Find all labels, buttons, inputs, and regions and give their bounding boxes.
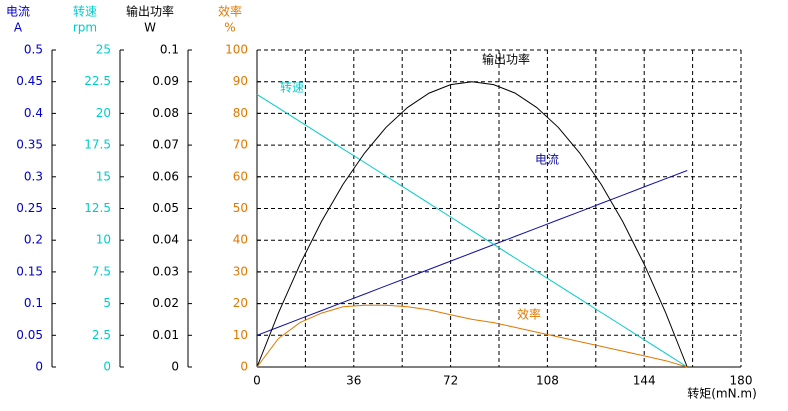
y-tick-label: 0 xyxy=(240,360,248,374)
y-tick-label: 0.06 xyxy=(152,169,179,183)
y-tick-label: 0.3 xyxy=(24,169,43,183)
y-tick-label: 50 xyxy=(233,201,248,215)
y-tick-label: 0 xyxy=(171,360,179,374)
x-tick-label: 36 xyxy=(346,374,361,388)
y-tick-label: 10 xyxy=(233,328,248,342)
axis-unit: % xyxy=(224,21,235,35)
x-tick-label: 108 xyxy=(536,374,559,388)
series-line xyxy=(256,81,688,368)
y-tick-label: 0 xyxy=(103,360,111,374)
y-tick-label: 12.5 xyxy=(84,201,111,215)
y-tick-label: 0.04 xyxy=(152,233,179,247)
y-tick-label: 17.5 xyxy=(84,138,111,152)
y-tick-label: 80 xyxy=(233,106,248,120)
axis-title: 转速 xyxy=(73,4,97,19)
y-tick-label: 0.05 xyxy=(152,201,179,215)
x-tick-label: 72 xyxy=(443,374,458,388)
series-line xyxy=(256,93,688,368)
y-tick-label: 5 xyxy=(103,296,111,310)
axis-title: 输出功率 xyxy=(126,4,174,19)
axis-unit: A xyxy=(14,21,23,35)
axis-title: 效率 xyxy=(218,4,242,19)
y-tick-label: 22.5 xyxy=(84,74,111,88)
y-tick-label: 25 xyxy=(96,43,111,57)
y-tick-label: 0.01 xyxy=(152,328,179,342)
x-tick-label: 144 xyxy=(633,374,656,388)
y-tick-label: 0.05 xyxy=(16,328,43,342)
y-tick-label: 0.1 xyxy=(160,43,179,57)
y-tick-label: 7.5 xyxy=(92,264,111,278)
y-tick-label: 40 xyxy=(233,233,248,247)
y-tick-label: 0.03 xyxy=(152,264,179,278)
y-tick-label: 0.4 xyxy=(24,106,43,120)
series-line xyxy=(256,170,688,336)
axis-unit: W xyxy=(144,21,156,35)
y-tick-label: 0.5 xyxy=(24,43,43,57)
y-tick-label: 0 xyxy=(35,360,43,374)
y-tick-label: 0.08 xyxy=(152,106,179,120)
y-tick-label: 0.35 xyxy=(16,138,43,152)
series-label: 效率 xyxy=(517,307,541,322)
y-tick-label: 0.07 xyxy=(152,138,179,152)
y-tick-label: 0.1 xyxy=(24,296,43,310)
series-label: 电流 xyxy=(535,153,559,167)
y-tick-label: 0.2 xyxy=(24,233,43,247)
y-tick-label: 10 xyxy=(96,233,111,247)
y-tick-label: 30 xyxy=(233,264,248,278)
axis-unit: rpm xyxy=(73,21,97,35)
y-tick-label: 90 xyxy=(233,74,248,88)
series-label: 输出功率 xyxy=(482,52,530,67)
series-label: 转速 xyxy=(280,80,304,95)
y-tick-label: 2.5 xyxy=(92,328,111,342)
y-tick-label: 0.09 xyxy=(152,74,179,88)
x-tick-label: 0 xyxy=(253,374,261,388)
y-tick-label: 0.45 xyxy=(16,74,43,88)
y-tick-label: 70 xyxy=(233,138,248,152)
y-tick-label: 0.25 xyxy=(16,201,43,215)
y-tick-label: 0.02 xyxy=(152,296,179,310)
axis-title: 电流 xyxy=(6,5,30,19)
x-axis-label: 转矩(mN.m) xyxy=(687,386,757,401)
y-tick-label: 100 xyxy=(225,43,248,57)
y-tick-label: 15 xyxy=(96,169,111,183)
x-tick-label: 180 xyxy=(730,374,753,388)
y-tick-label: 20 xyxy=(96,106,111,120)
y-tick-label: 0.15 xyxy=(16,264,43,278)
y-tick-label: 20 xyxy=(233,296,248,310)
y-tick-label: 60 xyxy=(233,169,248,183)
series-line xyxy=(256,304,688,368)
